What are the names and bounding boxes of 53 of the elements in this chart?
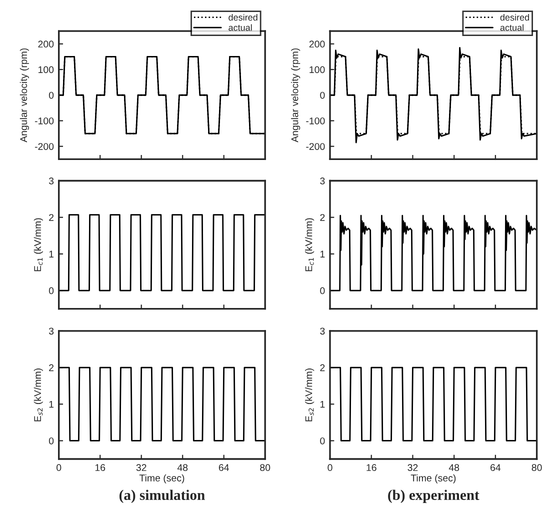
text: (b) experiment [388, 490, 480, 503]
y-tick-label: 0 [48, 92, 54, 99]
y-tick-label: -200 [306, 143, 325, 150]
text: (a) simulation [119, 490, 205, 503]
x-tick-label: 32 [136, 464, 146, 472]
y-tick-label: 100 [310, 66, 325, 74]
legend-label: desired [500, 14, 529, 21]
legend-label: desired [228, 14, 258, 21]
x-tick-label: 32 [408, 464, 418, 472]
x-tick-label: 0 [56, 464, 62, 472]
y-tick-label: 200 [309, 40, 325, 48]
legend-label: actual [500, 24, 524, 31]
y-axis-title: E$_{c1}$ (kV/mm) [34, 218, 43, 272]
y-tick-label: 1 [49, 250, 54, 258]
x-axis-title: Time (sec) [139, 474, 184, 484]
y-axis-title: E$_{s2}$ (kV/mm) [305, 368, 314, 422]
x-tick-label: 64 [490, 464, 501, 472]
y-tick-label: 3 [48, 177, 54, 184]
x-axis-title: Time (sec) [410, 474, 456, 484]
y-tick-label: -200 [34, 143, 54, 150]
y-tick-label: 200 [38, 40, 54, 48]
x-tick-label: 80 [532, 464, 542, 472]
legend-label: actual [228, 24, 252, 31]
y-tick-label: -100 [306, 117, 325, 124]
y-tick-label: 3 [320, 177, 325, 184]
y-axis-title: Angular velocity (rpm) [20, 48, 29, 142]
y-tick-label: 3 [48, 328, 54, 335]
y-axis-title: Angular velocity (rpm) [291, 48, 300, 142]
y-tick-label: 2 [49, 364, 54, 372]
y-tick-label: 2 [320, 364, 325, 372]
y-axis-title: E$_{c1}$ (kV/mm) [305, 218, 314, 272]
y-tick-label: -100 [34, 117, 54, 124]
y-tick-label: 0 [320, 437, 325, 444]
x-tick-label: 0 [328, 464, 332, 472]
y-axis-title: E$_{s2}$ (kV/mm) [34, 368, 43, 422]
y-tick-label: 2 [49, 214, 54, 221]
y-tick-label: 0 [48, 437, 54, 444]
x-tick-label: 64 [218, 464, 229, 472]
y-tick-label: 0 [320, 287, 325, 294]
y-tick-label: 2 [320, 214, 325, 221]
y-tick-label: 0 [320, 92, 325, 99]
line-series [330, 214, 537, 292]
x-tick-label: 48 [448, 464, 460, 472]
y-tick-label: 0 [48, 287, 54, 294]
y-tick-label: 1 [320, 250, 325, 258]
y-tick-label: 1 [320, 400, 325, 408]
y-tick-label: 100 [38, 66, 54, 74]
x-tick-label: 80 [260, 464, 270, 472]
y-tick-label: 1 [49, 400, 54, 408]
y-tick-label: 3 [320, 328, 325, 335]
x-tick-label: 16 [95, 464, 106, 472]
x-tick-label: 48 [177, 464, 188, 472]
x-tick-label: 16 [366, 464, 376, 472]
